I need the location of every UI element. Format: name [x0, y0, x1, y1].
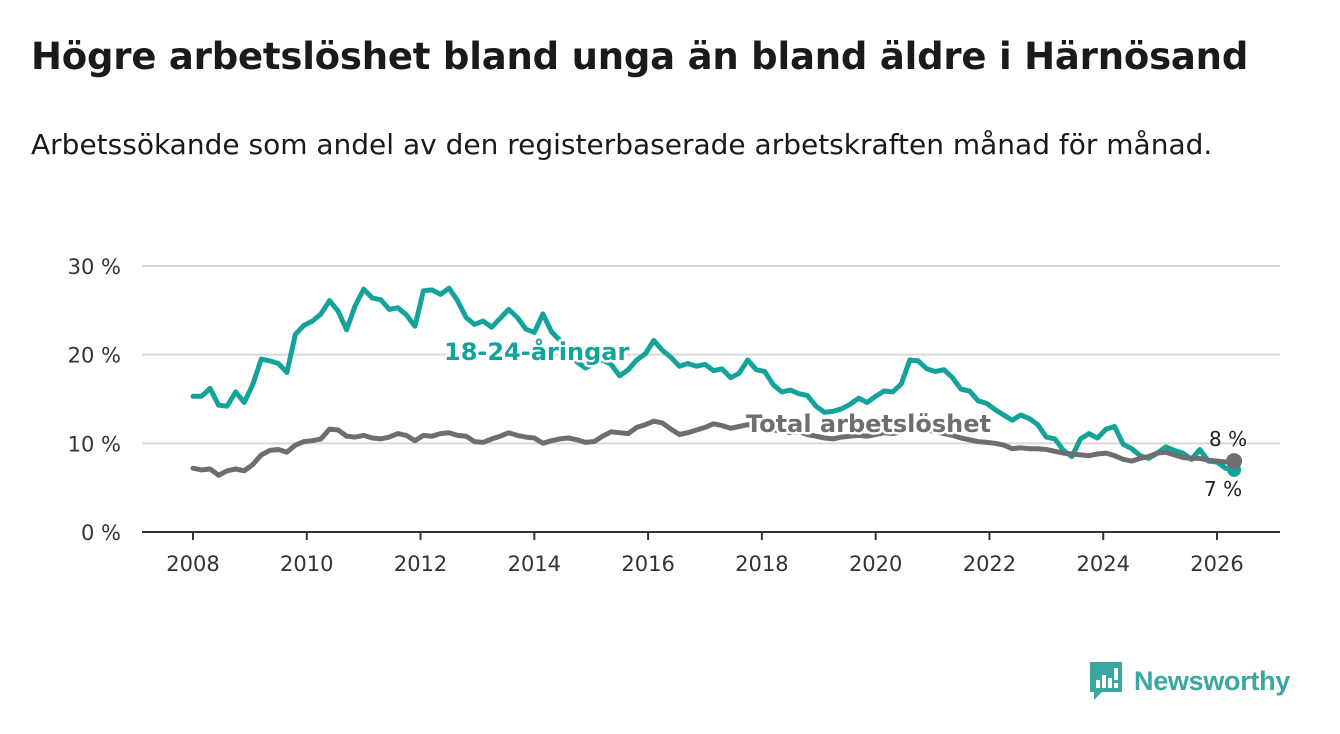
- end-marker-total: [1226, 453, 1243, 470]
- y-tick-label: 30 %: [68, 255, 121, 279]
- brand-logo: Newsworthy: [1088, 660, 1290, 702]
- x-tick-label: 2014: [508, 552, 561, 576]
- x-tick-label: 2008: [166, 552, 219, 576]
- chart-title: Högre arbetslöshet bland unga än bland ä…: [31, 35, 1249, 78]
- y-tick-label: 10 %: [68, 432, 121, 456]
- y-tick-label: 20 %: [68, 344, 121, 368]
- x-tick-label: 2024: [1076, 552, 1129, 576]
- series-line-18-24: [190, 285, 1237, 473]
- chart-subtitle: Arbetssökande som andel av den registerb…: [31, 128, 1213, 161]
- end-label-total: 8 %: [1209, 427, 1247, 451]
- series-line-total: [190, 418, 1237, 478]
- series-label-total: Total arbetslöshet: [746, 410, 991, 438]
- x-tick-label: 2020: [849, 552, 902, 576]
- brand-name: Newsworthy: [1134, 665, 1291, 696]
- newsworthy-logo-icon: [1090, 662, 1122, 700]
- x-tick-label: 2022: [963, 552, 1016, 576]
- y-axis-tick-labels: 0 % 10 % 20 % 30 %: [68, 255, 121, 545]
- x-tick-label: 2016: [621, 552, 674, 576]
- end-label-18-24: 7 %: [1204, 477, 1242, 501]
- x-axis-tick-labels: 2008 2010 2012 2014 2016 2018 2020 2022 2024 2026: [166, 532, 1244, 576]
- x-tick-label: 2026: [1190, 552, 1243, 576]
- series-labels: 18-24-åringar Total arbetslöshet 8 % 7 %: [442, 335, 1248, 502]
- gridlines: [142, 265, 1280, 533]
- series-label-18-24: 18-24-åringar: [444, 337, 629, 366]
- x-tick-label: 2018: [735, 552, 788, 576]
- x-tick-label: 2010: [280, 552, 333, 576]
- y-tick-label: 0 %: [81, 521, 121, 545]
- x-tick-label: 2012: [394, 552, 447, 576]
- series-lines: [190, 285, 1243, 478]
